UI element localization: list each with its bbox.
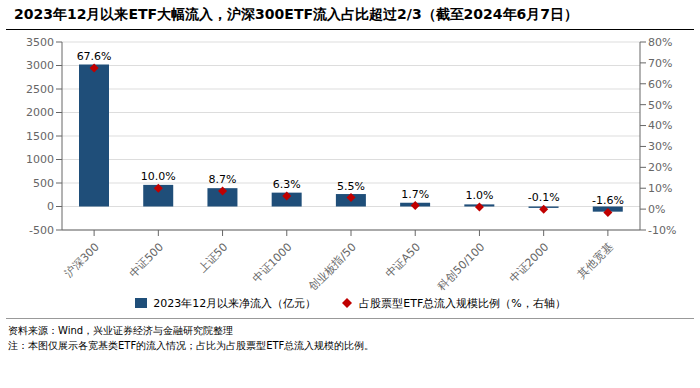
- svg-text:-1.6%: -1.6%: [592, 194, 624, 207]
- svg-text:1500: 1500: [26, 130, 54, 143]
- html-text:注：本图仅展示各宽基类ETF的流入情况；占比为占股票型ETF: 注：本图仅展示各宽基类ETF的流入情况；占比为占股票型ETF总流入规模的比例。: [8, 340, 375, 351]
- svg-text:3000: 3000: [26, 59, 54, 72]
- svg-text:其他宽基: 其他宽基: [575, 241, 615, 281]
- svg-text:40%: 40%: [648, 119, 672, 132]
- svg-text:20%: 20%: [648, 161, 672, 174]
- svg-text:0%: 0%: [648, 203, 665, 216]
- svg-text:中证1000: 中证1000: [250, 241, 295, 286]
- svg-text:中证500: 中证500: [127, 241, 167, 281]
- html-text:占股票型ETF总流入规模比例（%，右轴）: 占股票型ETF总流入规模比例（%，右轴）: [359, 296, 566, 310]
- svg-text:2000: 2000: [26, 106, 54, 119]
- svg-text:3500: 3500: [26, 36, 54, 49]
- svg-text:0: 0: [47, 200, 54, 213]
- svg-text:30%: 30%: [648, 140, 672, 153]
- svg-text:70%: 70%: [648, 57, 672, 70]
- svg-text:1.0%: 1.0%: [465, 189, 493, 202]
- svg-text:科创50/100: 科创50/100: [435, 241, 487, 292]
- svg-text:60%: 60%: [648, 78, 672, 91]
- svg-text:6.3%: 6.3%: [273, 178, 301, 191]
- svg-text:10.0%: 10.0%: [141, 170, 176, 183]
- html-text:2023年12月以来净流入（亿元）: 2023年12月以来净流入（亿元）: [153, 296, 317, 310]
- svg-text:中证2000: 中证2000: [507, 241, 552, 286]
- svg-text:中证A50: 中证A50: [383, 241, 423, 281]
- svg-text:-0.1%: -0.1%: [528, 191, 560, 204]
- svg-text:沪深300: 沪深300: [62, 241, 102, 281]
- svg-text:67.6%: 67.6%: [77, 50, 112, 63]
- svg-text:-500: -500: [29, 224, 54, 237]
- svg-text:1.7%: 1.7%: [401, 188, 429, 201]
- svg-text:-10%: -10%: [648, 224, 676, 237]
- svg-text:创业板指/50: 创业板指/50: [306, 241, 359, 292]
- svg-text:上证50: 上证50: [196, 241, 231, 276]
- svg-text:2500: 2500: [26, 83, 54, 96]
- html-text:2023年12月以来ETF大幅流入，沪深300ETF流入占比: 2023年12月以来ETF大幅流入，沪深300ETF流入占比超过2/3（截至20…: [14, 6, 579, 22]
- svg-text:1000: 1000: [26, 153, 54, 166]
- svg-text:5.5%: 5.5%: [337, 180, 365, 193]
- svg-text:50%: 50%: [648, 99, 672, 112]
- svg-text:80%: 80%: [648, 36, 672, 49]
- svg-text:8.7%: 8.7%: [209, 173, 237, 186]
- html-text:资料来源：Wind，兴业证券经济与金融研究院整理: 资料来源：Wind，兴业证券经济与金融研究院整理: [8, 325, 234, 336]
- svg-text:500: 500: [33, 177, 54, 190]
- svg-text:10%: 10%: [648, 182, 672, 195]
